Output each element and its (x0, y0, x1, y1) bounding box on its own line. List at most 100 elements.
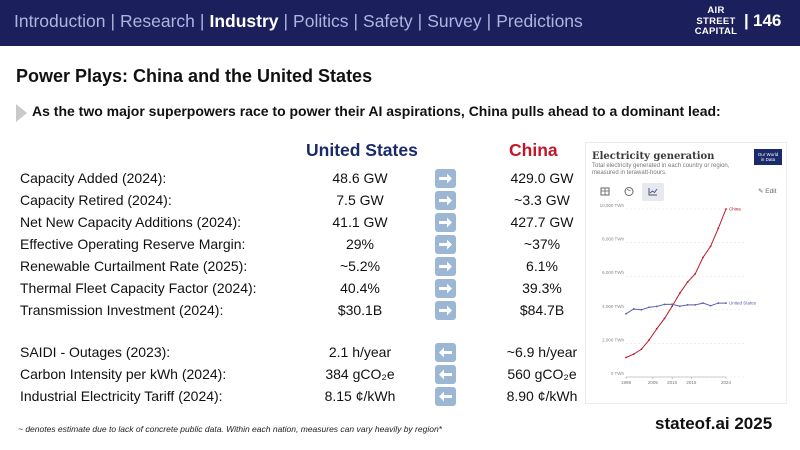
nav-item-industry[interactable]: Industry (209, 11, 279, 31)
us-value: 384 gCO₂e (325, 366, 395, 382)
left-arrow-icon (435, 343, 456, 362)
china-value: 429.0 GW (510, 170, 574, 186)
data-point (625, 312, 627, 315)
y-tick-label: 10,000 TWh (600, 203, 625, 208)
badge-line: in Data (760, 157, 776, 162)
data-point (725, 302, 727, 304)
globe-icon[interactable] (618, 183, 640, 201)
us-value: 41.1 GW (332, 214, 388, 230)
china-value: 8.90 ¢/kWh (506, 388, 578, 404)
y-tick-label: 6,000 TWh (602, 270, 624, 275)
chart-title: Electricity generation (592, 151, 715, 162)
table-row: SAIDI - Outages (2023): 2.1 h/year ~6.9 … (0, 343, 590, 366)
nav-separator: | (283, 11, 289, 31)
data-point (702, 256, 704, 259)
row-label: Renewable Curtailment Rate (2025): (20, 258, 248, 274)
row-label: Capacity Retired (2024): (20, 192, 172, 208)
nav-separator: | (417, 11, 423, 31)
data-point (632, 308, 635, 310)
brand-line: STREET (696, 15, 736, 27)
table-row: Transmission Investment (2024): $30.1B $… (0, 301, 590, 324)
line-chart-icon[interactable] (642, 183, 664, 201)
data-point (709, 245, 712, 248)
us-value: 8.15 ¢/kWh (324, 388, 396, 404)
right-arrow-icon (435, 257, 456, 276)
row-label: Effective Operating Reserve Margin: (20, 236, 246, 252)
china-value: 39.3% (522, 280, 562, 296)
data-point (625, 356, 627, 359)
x-tick-label: 1998 (621, 380, 632, 385)
china-value: 560 gCO₂e (507, 366, 577, 382)
row-label: Net New Capacity Additions (2024): (20, 214, 241, 230)
data-point (702, 302, 704, 304)
left-arrow-icon (435, 387, 456, 406)
data-point (655, 327, 658, 330)
data-point (717, 302, 720, 304)
data-point (671, 303, 674, 306)
table-icon[interactable] (594, 183, 616, 201)
data-point (663, 317, 666, 320)
data-point (678, 292, 681, 295)
nav-separator: | (199, 11, 205, 31)
us-value: 40.4% (340, 280, 380, 296)
y-tick-label: 4,000 TWh (602, 304, 624, 309)
data-point (648, 339, 650, 341)
line-chart: 0 TWh 2,000 TWh 4,000 TWh 6,000 TWh 8,000 TW… (600, 203, 757, 385)
table-row: Capacity Retired (2024): 7.5 GW ~3.3 GW (0, 191, 590, 214)
nav-item-safety[interactable]: Safety (363, 11, 413, 31)
our-world-in-data-logo: Our World in Data (754, 149, 782, 165)
nav-item-politics[interactable]: Politics (293, 11, 349, 31)
row-label: Carbon Intensity per kWh (2024): (20, 366, 227, 382)
data-point (655, 305, 658, 308)
y-tick-label: 0 TWh (611, 371, 625, 376)
right-arrow-icon (435, 191, 456, 210)
edit-button[interactable]: ✎ Edit (758, 188, 777, 195)
data-point (725, 208, 727, 210)
y-tick-label: 2,000 TWh (602, 337, 624, 342)
us-value: 29% (345, 236, 375, 252)
electricity-generation-chart-card: Electricity generation Total electricity… (585, 142, 787, 404)
data-point (632, 353, 635, 356)
section-nav: Introduction | Research | Industry | Politics |… (14, 11, 583, 32)
brand-line: CAPITAL (694, 26, 738, 37)
nav-separator: | (353, 11, 359, 31)
right-arrow-icon (435, 213, 456, 232)
china-value: 427.7 GW (510, 214, 574, 230)
right-arrow-icon (435, 235, 456, 254)
data-point (694, 304, 697, 306)
right-arrow-icon (435, 301, 456, 320)
row-label: SAIDI - Outages (2023): (20, 344, 171, 360)
nav-item-introduction[interactable]: Introduction (14, 11, 106, 31)
data-point (671, 305, 674, 308)
right-arrow-icon (435, 169, 456, 188)
x-tick-label: 2015 (686, 380, 697, 385)
nav-item-predictions[interactable]: Predictions (496, 11, 583, 31)
top-nav-bar: Introduction | Research | Industry | Politics |… (0, 0, 800, 46)
data-point (640, 348, 643, 351)
x-tick-label: 2005 (648, 380, 659, 385)
table-row: Thermal Fleet Capacity Factor (2024): 40… (0, 279, 590, 302)
china-value: ~6.9 h/year (506, 344, 578, 360)
data-point (648, 306, 650, 309)
bullet-arrow-icon (16, 104, 27, 122)
us-value: ~5.2% (339, 258, 381, 274)
footer-brand: stateof.ai 2025 (655, 414, 773, 433)
nav-item-research[interactable]: Research (120, 11, 195, 31)
badge-line: Our World (757, 152, 779, 157)
us-value: 2.1 h/year (328, 344, 392, 360)
table-row: Industrial Electricity Tariff (2024): 8.… (0, 387, 590, 410)
table-row: Capacity Added (2024): 48.6 GW 429.0 GW (0, 169, 590, 192)
nav-item-survey[interactable]: Survey (427, 11, 482, 31)
page-number: 146 (753, 11, 782, 30)
china-value: $84.7B (519, 302, 565, 318)
brand-line: AIR (707, 5, 725, 16)
data-point (694, 272, 697, 275)
air-street-capital-logo: AIR STREET CAPITAL (691, 5, 741, 38)
table-row: Renewable Curtailment Rate (2025): ~5.2%… (0, 257, 590, 280)
china-value: 6.1% (526, 258, 558, 274)
nav-separator: | (486, 11, 492, 31)
right-arrow-icon (435, 279, 456, 298)
row-label: Capacity Added (2024): (20, 170, 167, 186)
left-arrow-icon (435, 365, 456, 384)
us-value: 7.5 GW (336, 192, 384, 208)
